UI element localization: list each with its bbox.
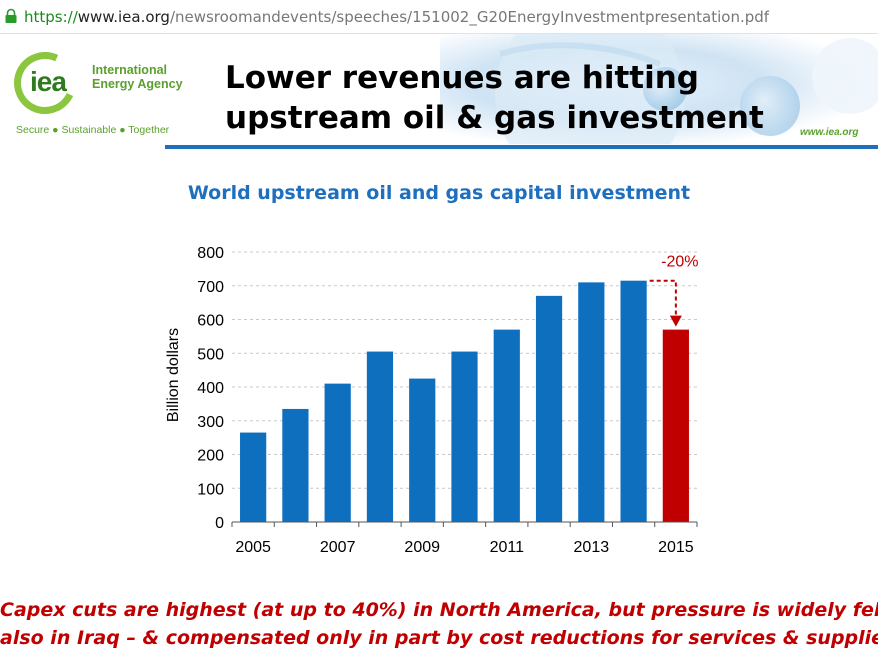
y-tick-label: 800 bbox=[197, 245, 224, 262]
annotation-arrow-head bbox=[669, 315, 682, 327]
footnote-line2: also in Iraq – & compensated only in par… bbox=[0, 627, 878, 649]
logo-name-line2: Energy Agency bbox=[92, 77, 183, 91]
slide: iea International Energy Agency Secure ●… bbox=[0, 34, 878, 672]
bar-chart: 0 100 200 300 400 500 600 700 800 2005 2007 2009 201… bbox=[165, 245, 699, 556]
bar bbox=[662, 329, 689, 522]
footnote: Capex cuts are highest (at up to 40%) in… bbox=[0, 596, 878, 652]
annotation-label: -20% bbox=[661, 254, 698, 271]
slide-title: Lower revenues are hitting upstream oil … bbox=[225, 58, 764, 138]
bar bbox=[578, 282, 605, 522]
y-tick-label: 200 bbox=[197, 448, 224, 465]
address-bar[interactable]: https://www.iea.org/newsroomandevents/sp… bbox=[0, 0, 878, 34]
website-label: www.iea.org bbox=[800, 127, 859, 138]
annotation-arrow-line bbox=[649, 279, 677, 318]
bar bbox=[493, 329, 520, 522]
url-path: /newsroomandevents/speeches/151002_G20En… bbox=[169, 8, 770, 26]
x-tick-label: 2015 bbox=[658, 539, 694, 556]
bar bbox=[366, 351, 394, 522]
url-scheme: https:// bbox=[24, 8, 78, 26]
x-tick-label: 2005 bbox=[235, 539, 271, 556]
url-text[interactable]: https://www.iea.org/newsroomandevents/sp… bbox=[24, 8, 769, 26]
url-host: www.iea.org bbox=[77, 8, 170, 26]
y-tick-label: 400 bbox=[197, 380, 224, 397]
globe-background-image bbox=[440, 34, 878, 144]
y-tick-label: 700 bbox=[197, 279, 224, 296]
y-tick-label: 100 bbox=[197, 481, 224, 498]
y-tick-label: 500 bbox=[197, 346, 224, 363]
y-tick-label: 0 bbox=[215, 515, 224, 532]
x-tick-label: 2007 bbox=[320, 539, 356, 556]
bar bbox=[535, 295, 563, 522]
logo-mark: iea bbox=[30, 66, 67, 97]
y-axis-title: Billion dollars bbox=[165, 328, 182, 422]
bar bbox=[282, 408, 309, 522]
bar bbox=[324, 383, 351, 522]
footnote-line1: Capex cuts are highest (at up to 40%) in… bbox=[0, 599, 878, 621]
y-tick-label: 600 bbox=[197, 313, 224, 330]
bar bbox=[451, 351, 478, 522]
logo-name-line1: International bbox=[92, 63, 168, 77]
slide-title-line2: upstream oil & gas investment bbox=[225, 100, 764, 136]
x-tick-label: 2011 bbox=[490, 539, 525, 556]
iea-logo: iea International Energy Agency Secure ●… bbox=[5, 43, 192, 142]
y-tick-label: 300 bbox=[197, 414, 224, 431]
lock-icon bbox=[5, 8, 17, 23]
x-tick-label: 2009 bbox=[404, 539, 440, 556]
bar bbox=[409, 378, 436, 522]
chart-title: World upstream oil and gas capital inves… bbox=[187, 182, 691, 204]
bar bbox=[240, 432, 267, 522]
logo-tagline: Secure ● Sustainable ● Together bbox=[16, 124, 170, 136]
title-rule bbox=[165, 145, 878, 149]
x-tick-label: 2013 bbox=[574, 539, 610, 556]
slide-title-line1: Lower revenues are hitting bbox=[225, 60, 699, 96]
bar bbox=[620, 280, 647, 522]
